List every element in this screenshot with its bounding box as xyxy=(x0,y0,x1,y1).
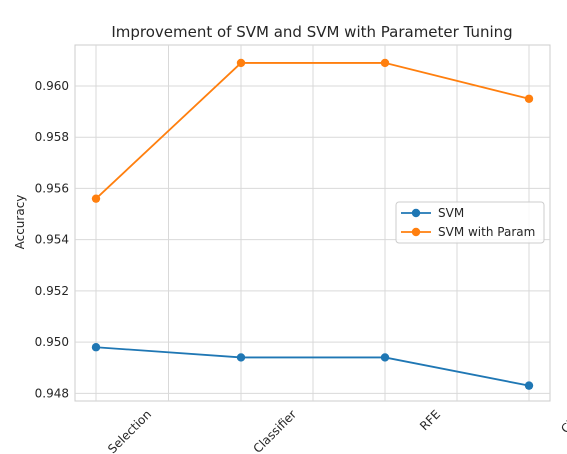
data-point xyxy=(236,353,246,362)
y-tick-label: 0.956 xyxy=(35,181,69,195)
data-point xyxy=(524,94,534,103)
series-line xyxy=(95,62,530,200)
x-tick-label: Chi2 xyxy=(558,407,567,436)
series-layer xyxy=(91,58,534,390)
legend-box xyxy=(395,201,545,244)
y-axis-label: Accuracy xyxy=(13,195,27,250)
y-tick-labels: 0.948 0.950 0.952 0.954 0.956 0.958 0.960 xyxy=(35,79,69,400)
data-point xyxy=(380,353,390,362)
data-point xyxy=(236,58,246,68)
legend-marker xyxy=(411,208,421,218)
y-tick-label: 0.952 xyxy=(35,284,69,298)
y-tick-label: 0.960 xyxy=(35,79,69,93)
data-point xyxy=(524,381,534,390)
data-point xyxy=(91,194,101,203)
y-tick-label: 0.954 xyxy=(35,233,69,247)
legend-marker xyxy=(411,227,421,237)
y-tick-label: 0.948 xyxy=(35,386,69,400)
legend: SVM SVM with Param xyxy=(395,201,545,244)
data-point xyxy=(380,58,390,68)
y-tick-label: 0.958 xyxy=(35,130,69,144)
series-line xyxy=(95,346,530,387)
chart-title: Improvement of SVM and SVM with Paramete… xyxy=(111,23,512,41)
y-tick-label: 0.950 xyxy=(35,335,69,349)
data-point xyxy=(91,343,101,352)
legend-label: SVM with Param xyxy=(438,225,535,239)
legend-label: SVM xyxy=(438,206,464,220)
